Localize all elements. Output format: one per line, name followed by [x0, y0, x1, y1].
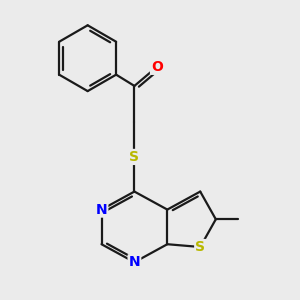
Text: S: S: [129, 150, 140, 164]
Text: N: N: [129, 255, 140, 269]
Text: S: S: [195, 240, 205, 254]
Text: O: O: [151, 60, 163, 74]
Text: N: N: [96, 202, 107, 217]
